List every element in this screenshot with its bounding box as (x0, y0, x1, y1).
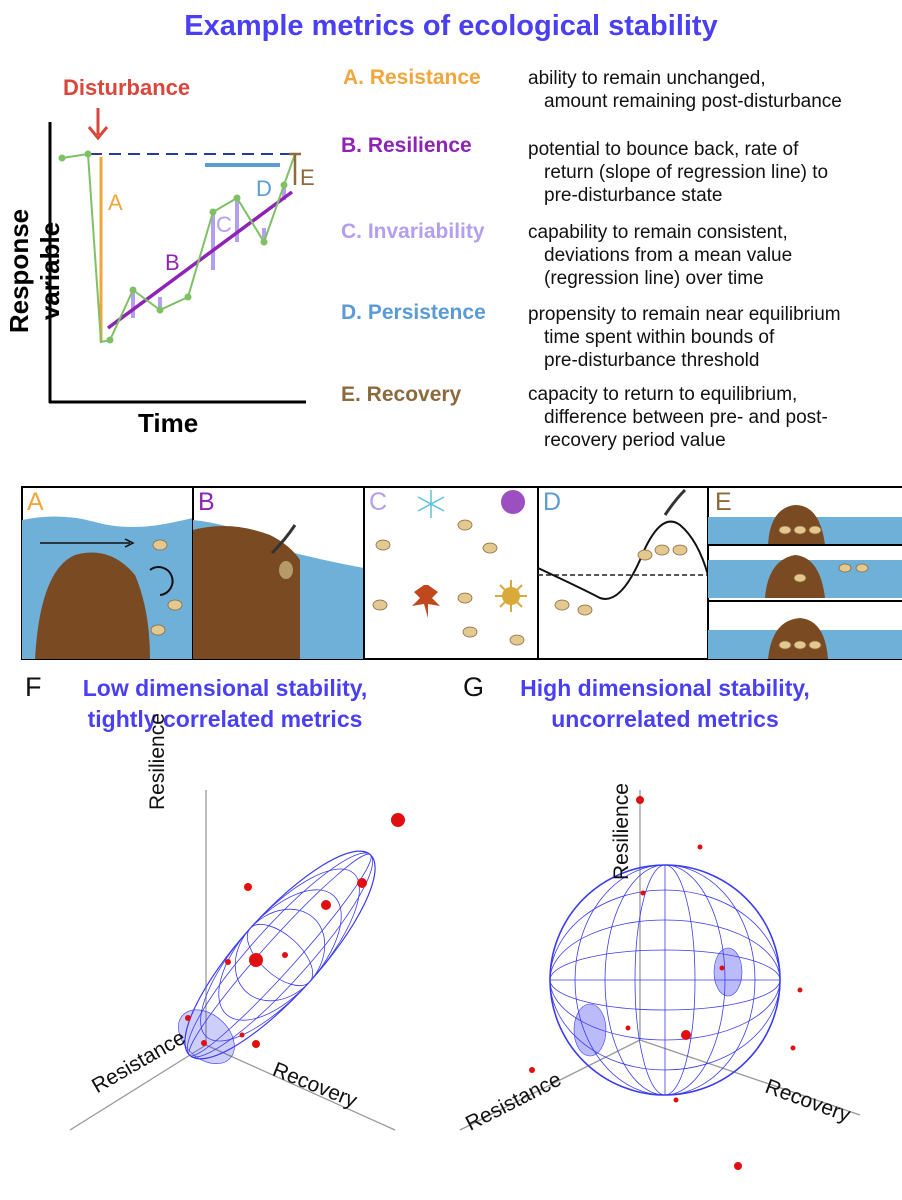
graph-mark-e: E (300, 165, 315, 190)
response-time-series (61, 152, 296, 344)
plot-f-axis-recovery: Recovery (269, 1058, 361, 1113)
metric-desc-invariability: capability to remain consistent, deviatio… (528, 222, 793, 289)
plot-g-title: High dimensional stability, uncorrelated … (520, 675, 810, 732)
metric-desc-persistence: propensity to remain near equilibrium tim… (528, 304, 841, 371)
metric-desc-resistance: ability to remain unchanged, amount remai… (528, 68, 842, 112)
illustration-panels (21, 486, 902, 660)
panel-letter-e: E (715, 488, 732, 516)
graph-mark-c: C (216, 212, 232, 237)
plot-g-axes (459, 790, 861, 1131)
panels-frame (21, 486, 902, 660)
panel-letter-b: B (198, 488, 215, 516)
plot-f-title: Low dimensional stability, tightly correl… (82, 675, 368, 732)
plot-g-sphere (549, 864, 781, 1096)
plot-f-letter: F (25, 672, 42, 702)
figure-title: Example metrics of ecological stability (184, 10, 718, 42)
graph-mark-a: A (108, 190, 123, 215)
x-axis-label: Time (138, 408, 199, 438)
metric-desc-resilience: potential to bounce back, rate of return … (528, 139, 829, 206)
panel-c-illustration (372, 490, 527, 646)
metric-name-resistance: A. Resistance (343, 66, 481, 89)
disturbance-arrow-icon (87, 108, 109, 141)
metric-name-invariability: C. Invariability (341, 220, 485, 243)
invariability-deviations (131, 185, 286, 318)
maple-leaf-icon (412, 585, 440, 618)
graph-mark-d: D (256, 176, 272, 201)
plot-g-letter: G (463, 672, 485, 702)
plot-g-points (529, 796, 803, 1170)
panel-a-illustration (22, 516, 193, 659)
panel-letter-a: A (27, 488, 44, 516)
panel-letter-d: D (543, 488, 562, 516)
sun-icon (495, 580, 527, 612)
plot-f-points (185, 813, 405, 1048)
plot-g-axis-recovery: Recovery (762, 1075, 854, 1127)
plot-f-axis-resistance: Resistance (88, 1026, 190, 1098)
panel-e-illustration (708, 505, 902, 659)
graph-mark-b: B (165, 250, 180, 275)
plot-g-axis-resilience: Resilience (610, 783, 633, 880)
metric-name-resilience: B. Resilience (341, 134, 472, 157)
snowflake-icon (417, 490, 445, 518)
panel-b-illustration (193, 520, 364, 659)
metric-name-recovery: E. Recovery (341, 383, 462, 406)
time-series-points (58, 150, 288, 344)
y-axis-label: Response variable (4, 208, 65, 334)
resilience-regression-line (106, 190, 294, 330)
panel-d-illustration (537, 488, 709, 616)
plot-f-ellipsoid (178, 850, 376, 1064)
plot-g-3d (459, 790, 861, 1170)
recovery-bracket (289, 152, 301, 185)
disturbance-label: Disturbance (63, 75, 191, 100)
virus-icon (501, 490, 525, 514)
panel-letter-c: C (369, 488, 388, 516)
metric-name-persistence: D. Persistence (341, 301, 486, 324)
metric-desc-recovery: capacity to return to equilibrium, differ… (528, 384, 828, 451)
plot-f-axis-resilience: Resilience (146, 713, 169, 810)
plot-g-axis-resistance: Resistance (462, 1067, 566, 1136)
